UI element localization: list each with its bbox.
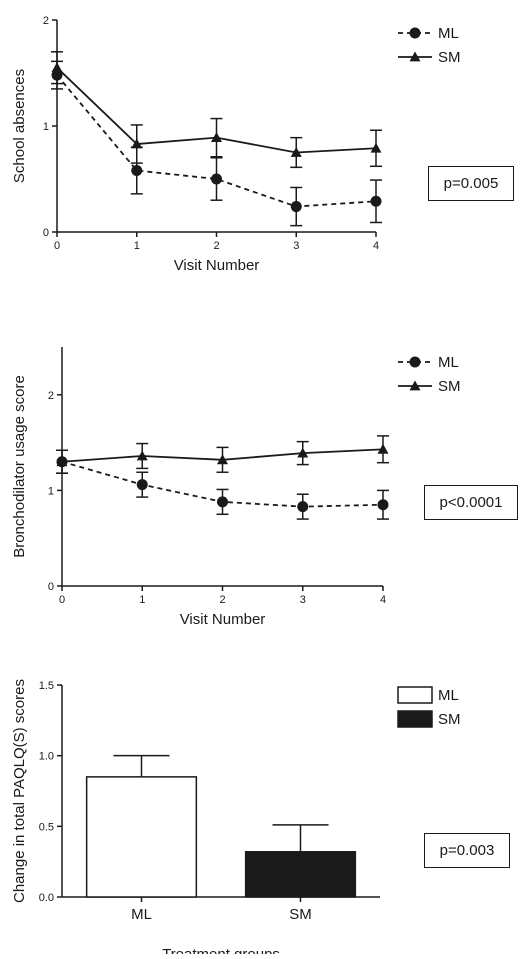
- bar-ml: [85, 776, 198, 898]
- point-ml-1-1: [136, 479, 148, 491]
- x-tick-label-ml: ML: [131, 906, 152, 923]
- legend-marker-sm-0: [409, 51, 421, 62]
- point-sm-1-4: [377, 443, 389, 454]
- x-axis-label-1: Visit Number: [180, 611, 266, 628]
- y-tick-label-2-1.5: 1.5: [39, 680, 54, 692]
- bar-sm: [244, 851, 357, 898]
- point-sm-1-1: [136, 450, 148, 461]
- p-value-bronchodilator: p<0.0001: [439, 494, 503, 511]
- y-tick-label-2-1.0: 1.0: [39, 751, 54, 763]
- y-tick-label-1-1: 1: [48, 485, 54, 497]
- x-tick-label-0-0: 0: [54, 240, 60, 252]
- point-ml-0-3: [290, 201, 302, 213]
- p-value-absences: p=0.005: [443, 175, 499, 192]
- y-tick-label-1-0: 0: [48, 581, 54, 593]
- point-ml-1-3: [297, 501, 309, 513]
- point-sm-1-2: [217, 454, 228, 465]
- y-tick-label-2-0.5: 0.5: [39, 821, 54, 833]
- legend-label-sm-2: SM: [438, 711, 461, 728]
- point-ml-1-2: [217, 496, 228, 508]
- y-axis-label-1: Bronchodilator usage score: [11, 375, 28, 558]
- y-tick-label-0-0: 0: [43, 227, 49, 239]
- x-tick-label-1-1: 1: [139, 594, 145, 606]
- point-ml-1-4: [377, 499, 389, 511]
- legend-marker-ml-0: [409, 27, 421, 39]
- x-tick-label-0-3: 3: [293, 240, 299, 252]
- legend-swatch-ml: [397, 686, 433, 704]
- series-line-ml-0: [56, 74, 377, 208]
- y-axis-label-0: School absences: [11, 69, 28, 183]
- p-value-paqlq: p=0.003: [439, 842, 495, 859]
- y-tick-label-0-2: 2: [43, 15, 49, 27]
- point-sm-0-3: [290, 147, 302, 157]
- y-axis-label-2: Change in total PAQLQ(S) scores: [11, 679, 28, 903]
- legend-label-ml-2: ML: [438, 687, 459, 704]
- legend-label-sm-1: SM: [438, 378, 461, 395]
- legend-swatch-sm: [397, 710, 433, 728]
- x-tick-label-1-3: 3: [300, 594, 306, 606]
- p-value-box-absences: p=0.005: [428, 166, 514, 201]
- legend-label-ml-0: ML: [438, 25, 459, 42]
- x-tick-label-1-0: 0: [59, 594, 65, 606]
- p-value-box-bronchodilator: p<0.0001: [424, 485, 518, 520]
- x-tick-label-0-2: 2: [213, 240, 219, 252]
- point-ml-0-1: [131, 165, 143, 177]
- point-ml-0-2: [211, 173, 222, 185]
- p-value-box-paqlq: p=0.003: [424, 833, 510, 868]
- point-sm-0-1: [131, 138, 143, 149]
- x-tick-label-0-4: 4: [373, 240, 379, 252]
- x-tick-label-1-4: 4: [380, 594, 386, 606]
- point-ml-0-4: [370, 195, 382, 207]
- y-tick-label-1-2: 2: [48, 390, 54, 402]
- legend-label-ml-1: ML: [438, 354, 459, 371]
- x-tick-label-sm: SM: [289, 906, 312, 923]
- point-sm-0-2: [211, 132, 222, 143]
- y-tick-label-0-1: 1: [43, 121, 49, 133]
- point-sm-1-3: [297, 447, 309, 458]
- x-tick-label-0-1: 1: [134, 240, 140, 252]
- point-sm-1-0: [56, 456, 68, 467]
- point-sm-0-4: [370, 142, 382, 153]
- x-axis-label-0: Visit Number: [174, 257, 260, 274]
- legend-marker-ml-1: [409, 356, 421, 368]
- x-tick-label-1-2: 2: [219, 594, 225, 606]
- legend-label-sm-0: SM: [438, 49, 461, 66]
- point-sm-0-0: [51, 62, 63, 73]
- legend-marker-sm-1: [409, 380, 421, 391]
- y-tick-label-2-0.0: 0.0: [39, 892, 54, 904]
- x-axis-label-2: Treatment groups: [162, 946, 280, 954]
